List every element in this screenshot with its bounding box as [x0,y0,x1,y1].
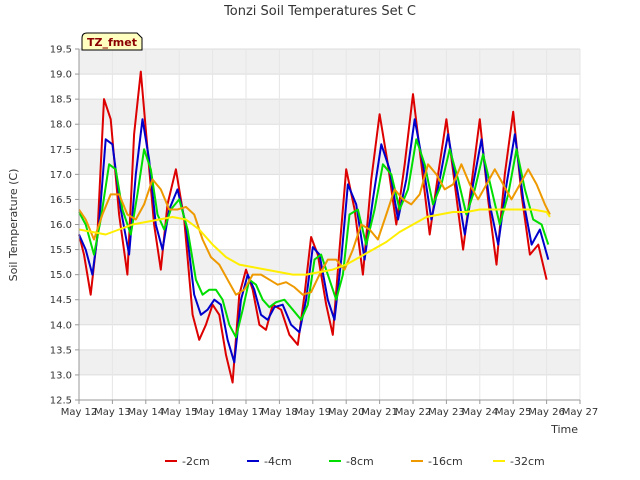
y-tick-label: 12.5 [50,396,72,407]
y-tick-label: 13.0 [50,370,72,381]
y-tick-label: 16.5 [50,195,72,206]
x-tick-label: May 13 [94,407,131,418]
x-tick-label: May 16 [194,407,231,418]
legend: -2cm -4cm -8cm -16cm -32cm [165,455,545,468]
y-tick-label: 18.0 [50,120,72,131]
y-axis: 12.5 13.0 13.5 14.0 14.5 15.0 15.5 16.0 16.5 17.0… [50,45,80,407]
x-tick-label: May 15 [161,407,198,418]
x-tick-label: May 26 [528,407,565,418]
legend-label: -4cm [264,455,292,468]
y-tick-label: 17.0 [50,170,72,181]
y-tick-label: 15.5 [50,245,72,256]
legend-label: -2cm [182,455,210,468]
x-tick-label: May 14 [128,407,165,418]
x-axis-label: Time [550,423,578,436]
x-tick-label: May 12 [61,407,98,418]
plot-band [79,49,580,75]
series-line-16cmcm [78,163,551,296]
x-tick-label: May 19 [295,407,332,418]
y-tick-label: 14.5 [50,295,72,306]
x-tick-label: May 27 [562,407,599,418]
plot-band [79,149,580,175]
site-label: TZ_fmet [87,36,137,49]
x-tick-label: May 20 [328,407,365,418]
x-tick-label: May 24 [462,407,499,418]
series-line-8cmcm [78,138,550,339]
y-tick-label: 13.5 [50,345,72,356]
series-layer [78,70,551,384]
y-tick-label: 19.5 [50,45,72,56]
y-tick-label: 15.0 [50,270,72,281]
y-tick-label: 17.5 [50,145,72,156]
legend-label: -8cm [346,455,374,468]
site-label-box: TZ_fmet [81,32,143,51]
x-tick-label: May 22 [395,407,432,418]
x-tick-label: May 25 [495,407,532,418]
legend-label: -16cm [428,455,463,468]
y-tick-label: 16.0 [50,220,72,231]
x-tick-label: May 17 [228,407,265,418]
y-tick-label: 14.0 [50,320,72,331]
x-tick-label: May 18 [261,407,298,418]
chart-title: Tonzi Soil Temperatures Set C [223,4,416,19]
plot-band [79,99,580,125]
y-tick-label: 19.0 [50,70,72,81]
series-line-32cmcm [78,208,551,276]
plot-band [79,349,580,375]
y-tick-label: 18.5 [50,95,72,106]
y-axis-label: Soil Temperature (C) [7,169,20,282]
legend-label: -32cm [510,455,545,468]
x-tick-label: May 23 [428,407,465,418]
x-tick-label: May 21 [361,407,398,418]
